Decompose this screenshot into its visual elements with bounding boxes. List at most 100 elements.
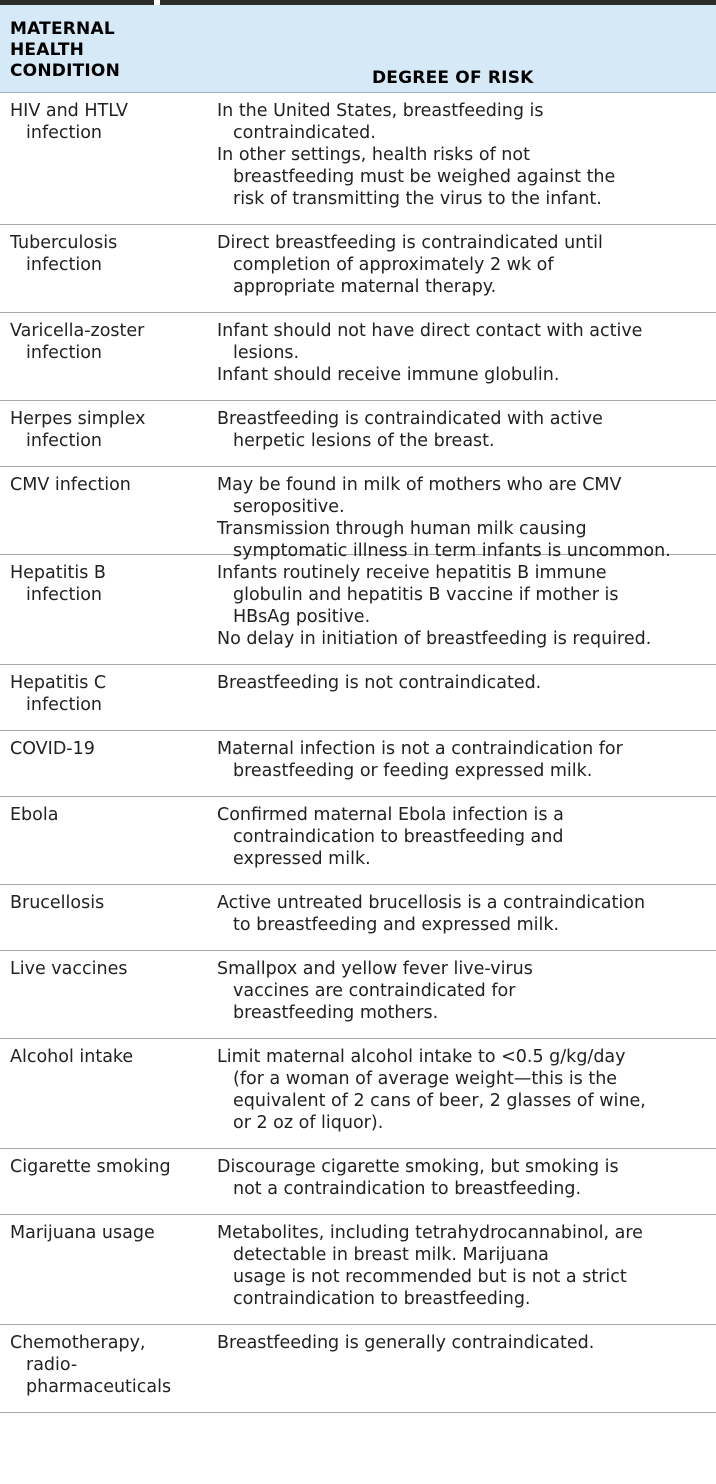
top-rule-right: [160, 0, 716, 5]
condition-cell: Live vaccines: [0, 951, 217, 1038]
header-condition-line: MATERNAL: [10, 19, 115, 39]
condition-cell: Alcohol intake: [0, 1039, 217, 1148]
risk-line: Infant should not have direct contact wi…: [217, 321, 643, 341]
risk-line: breastfeeding must be weighed against th…: [233, 167, 616, 187]
risk-line: lesions.: [233, 343, 300, 363]
risk-cell: Breastfeeding is contraindicated with ac…: [217, 401, 716, 466]
table-row: Varicella-zoster infection Infant should n…: [0, 313, 716, 401]
condition-line: Ebola: [10, 805, 59, 825]
risk-line: detectable in breast milk. Marijuana: [233, 1245, 549, 1265]
risk-line: Limit maternal alcohol intake to <0.5 g/…: [217, 1047, 626, 1067]
risk-cell: Infant should not have direct contact wi…: [217, 313, 716, 400]
table-row: Live vaccines Smallpox and yellow fever l…: [0, 951, 716, 1039]
condition-line: Hepatitis C: [10, 673, 107, 693]
condition-line: infection: [26, 585, 103, 605]
risk-cell: Maternal infection is not a contraindica…: [217, 731, 716, 796]
risk-line: No delay in initiation of breastfeeding …: [217, 629, 652, 649]
header-condition-line: HEALTH: [10, 40, 85, 60]
risk-paragraph: Discourage cigarette smoking, but smokin…: [217, 1156, 708, 1200]
risk-paragraph: Maternal infection is not a contraindica…: [217, 738, 708, 782]
risk-cell: Smallpox and yellow fever live-virus vacc…: [217, 951, 716, 1038]
condition-line: infection: [26, 343, 103, 363]
condition-cell: Herpes simplex infection: [0, 401, 217, 466]
risk-cell: Breastfeeding is not contraindicated.: [217, 665, 716, 730]
table-row: COVID-19 Maternal infection is not a cont…: [0, 731, 716, 797]
condition-line: infection: [26, 123, 103, 143]
table-row: Cigarette smoking Discourage cigarette sm…: [0, 1149, 716, 1215]
risk-cell: Active untreated brucellosis is a contra…: [217, 885, 716, 950]
risk-line: Metabolites, including tetrahydrocannabi…: [217, 1223, 643, 1243]
top-rule-left: [0, 0, 154, 5]
top-rule: [0, 0, 716, 5]
condition-cell: Varicella-zoster infection: [0, 313, 217, 400]
table-row: Ebola Confirmed maternal Ebola infection …: [0, 797, 716, 885]
condition-line: pharmaceuticals: [26, 1377, 172, 1397]
risk-paragraph: In the United States, breastfeeding is co…: [217, 100, 708, 144]
risk-paragraph: No delay in initiation of breastfeeding …: [217, 628, 708, 650]
risk-line: appropriate maternal therapy.: [233, 277, 497, 297]
risk-paragraph: Metabolites, including tetrahydrocannabi…: [217, 1222, 708, 1310]
risk-cell: Discourage cigarette smoking, but smokin…: [217, 1149, 716, 1214]
condition-line: Hepatitis B: [10, 563, 106, 583]
table-row: Marijuana usage Metabolites, including te…: [0, 1215, 716, 1325]
risk-line: contraindication to breastfeeding.: [233, 1289, 531, 1309]
table-row: HIV and HTLV infection In the United State…: [0, 93, 716, 225]
risk-line: In other settings, health risks of not: [217, 145, 530, 165]
risk-line: Breastfeeding is not contraindicated.: [217, 673, 542, 693]
risk-line: expressed milk.: [233, 849, 371, 869]
risk-paragraph: Transmission through human milk causing s…: [217, 518, 708, 562]
condition-cell: Marijuana usage: [0, 1215, 217, 1324]
condition-line: Live vaccines: [10, 959, 128, 979]
table-row: CMV infection May be found in milk of mot…: [0, 467, 716, 561]
table-row: Herpes simplex infection Breastfeeding is …: [0, 401, 716, 467]
risk-cell: Direct breastfeeding is contraindicated …: [217, 225, 716, 312]
risk-line: In the United States, breastfeeding is: [217, 101, 544, 121]
risk-line: May be found in milk of mothers who are …: [217, 475, 622, 495]
condition-line: Varicella-zoster: [10, 321, 145, 341]
condition-line: CMV infection: [10, 475, 131, 495]
condition-cell: Cigarette smoking: [0, 1149, 217, 1214]
risk-line: Active untreated brucellosis is a contra…: [217, 893, 646, 913]
risk-line: Transmission through human milk causing: [217, 519, 587, 539]
risk-line: completion of approximately 2 wk of: [233, 255, 554, 275]
table-row: Chemotherapy, radio-pharmaceuticals Breast…: [0, 1325, 716, 1413]
condition-cell: CMV infection: [0, 467, 217, 554]
risk-paragraph: Infant should not have direct contact wi…: [217, 320, 708, 364]
condition-line: COVID-19: [10, 739, 95, 759]
condition-cell: Ebola: [0, 797, 217, 884]
risk-paragraph: Breastfeeding is not contraindicated.: [217, 672, 708, 694]
condition-cell: Chemotherapy, radio-pharmaceuticals: [0, 1325, 217, 1412]
risk-paragraph: Breastfeeding is contraindicated with ac…: [217, 408, 708, 452]
condition-line: HIV and HTLV: [10, 101, 128, 121]
risk-paragraph: Limit maternal alcohol intake to <0.5 g/…: [217, 1046, 708, 1134]
header-condition: MATERNAL HEALTH CONDITION: [10, 19, 200, 82]
risk-line: breastfeeding or feeding expressed milk.: [233, 761, 593, 781]
condition-cell: Tuberculosis infection: [0, 225, 217, 312]
risk-line: Maternal infection is not a contraindica…: [217, 739, 623, 759]
risk-line: to breastfeeding and expressed milk.: [233, 915, 560, 935]
risk-line: herpetic lesions of the breast.: [233, 431, 495, 451]
table-body: HIV and HTLV infection In the United State…: [0, 93, 716, 1413]
table-header: MATERNAL HEALTH CONDITION DEGREE OF RISK: [0, 5, 716, 93]
risk-paragraph: May be found in milk of mothers who are …: [217, 474, 708, 518]
risk-line: equivalent of 2 cans of beer, 2 glasses …: [233, 1091, 646, 1111]
condition-line: Brucellosis: [10, 893, 105, 913]
condition-line: infection: [26, 695, 103, 715]
risk-line: symptomatic illness in term infants is u…: [233, 541, 671, 561]
risk-line: seropositive.: [233, 497, 345, 517]
condition-line: Herpes simplex: [10, 409, 146, 429]
risk-cell: Infants routinely receive hepatitis B im…: [217, 555, 716, 664]
risk-line: breastfeeding mothers.: [233, 1003, 439, 1023]
condition-line: Chemotherapy,: [10, 1333, 146, 1353]
table-row: Tuberculosis infection Direct breastfeedin…: [0, 225, 716, 313]
risk-line: Smallpox and yellow fever live-virus: [217, 959, 533, 979]
condition-line: Alcohol intake: [10, 1047, 134, 1067]
risk-line: Breastfeeding is contraindicated with ac…: [217, 409, 603, 429]
condition-line: Marijuana usage: [10, 1223, 155, 1243]
risk-line: not a contraindication to breastfeeding.: [233, 1179, 582, 1199]
